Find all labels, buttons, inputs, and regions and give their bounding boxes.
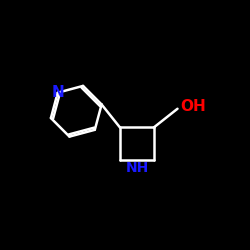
Text: OH: OH bbox=[180, 99, 206, 114]
Text: N: N bbox=[51, 85, 64, 100]
Text: NH: NH bbox=[126, 160, 148, 174]
